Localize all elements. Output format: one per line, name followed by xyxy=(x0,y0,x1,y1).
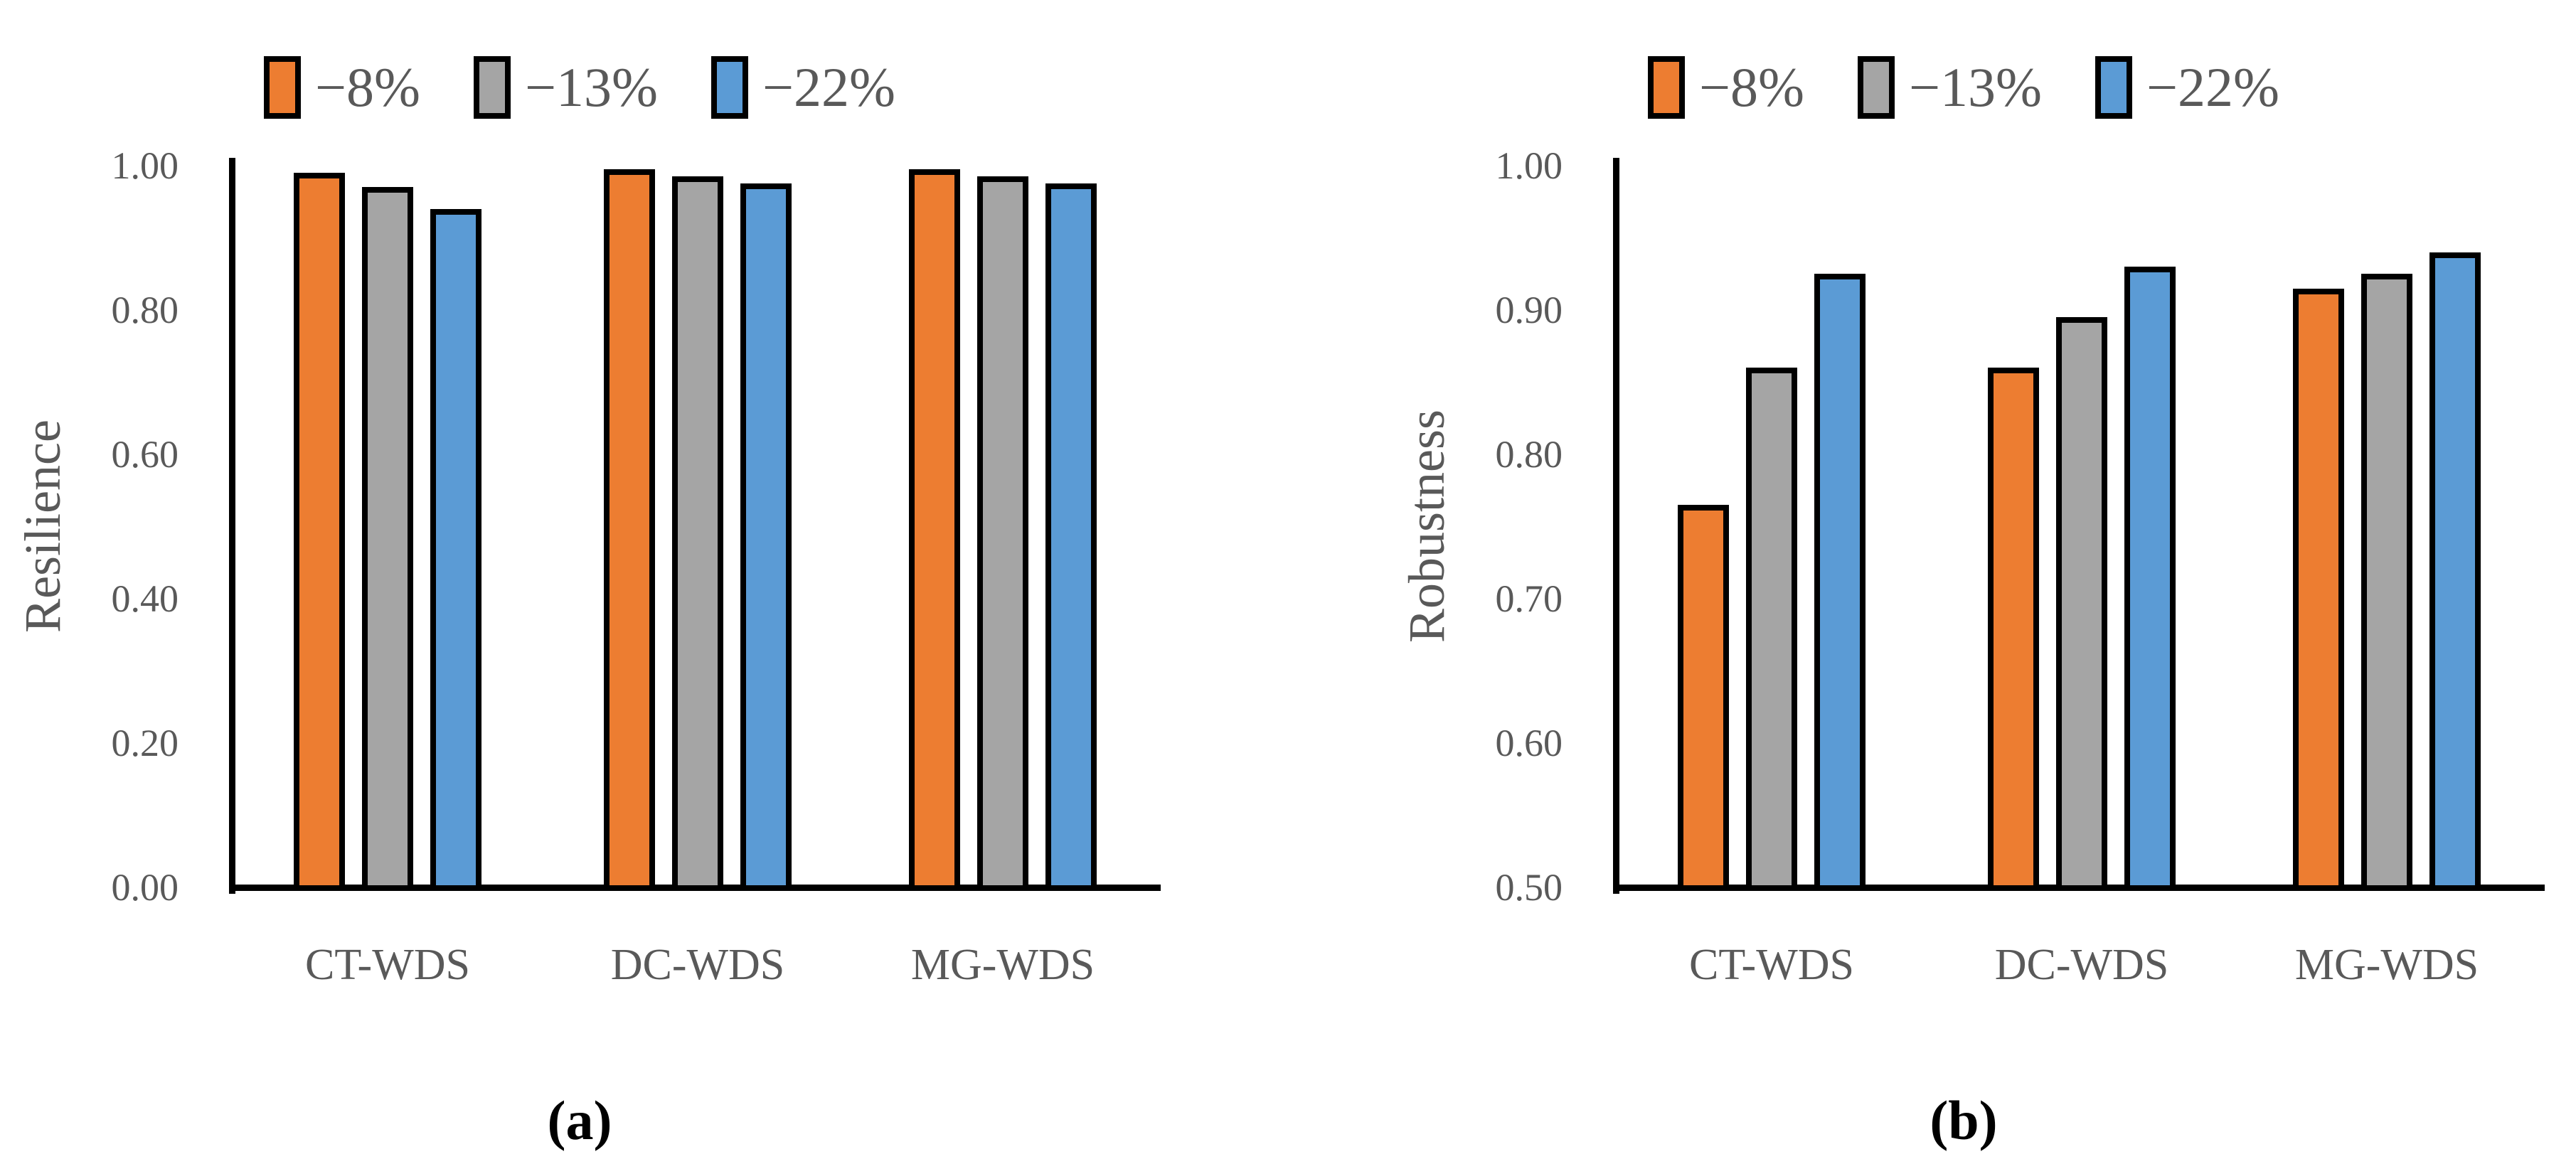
y-tick-label: 0.60 xyxy=(111,433,179,476)
bar-a-MG-WDS-−8% xyxy=(909,169,960,891)
bar-a-MG-WDS-−22% xyxy=(1045,183,1097,891)
legend: −8% −13% −22% xyxy=(1384,43,2543,132)
y-tick-label: 0.00 xyxy=(111,866,179,909)
legend-label: −13% xyxy=(1909,55,2042,118)
legend-label: −13% xyxy=(525,55,658,118)
bar-a-DC-WDS-−22% xyxy=(740,183,792,891)
y-tick-label: 1.00 xyxy=(1495,144,1563,187)
bar-a-CT-WDS-−13% xyxy=(362,187,413,891)
bar-b-DC-WDS-−13% xyxy=(2056,317,2107,891)
bar-a-CT-WDS-−22% xyxy=(430,209,481,891)
legend-swatch-icon xyxy=(474,55,511,119)
x-category-label: CT-WDS xyxy=(305,941,470,989)
legend-swatch-icon xyxy=(1858,55,1895,119)
y-tick-label: 0.80 xyxy=(1495,433,1563,476)
legend-item: −8% xyxy=(1648,55,1805,119)
legend-item: −8% xyxy=(264,55,421,119)
y-tick-label: 0.80 xyxy=(111,289,179,331)
x-category-label: CT-WDS xyxy=(1689,941,1854,989)
y-tick-label: 0.70 xyxy=(1495,577,1563,620)
legend-label: −8% xyxy=(1699,55,1805,118)
bar-b-DC-WDS-−8% xyxy=(1988,368,2039,891)
legend-swatch-icon xyxy=(1648,55,1686,119)
bar-b-MG-WDS-−22% xyxy=(2429,252,2481,891)
legend-label: −8% xyxy=(315,55,421,118)
y-axis-line xyxy=(1613,158,1619,894)
bar-b-MG-WDS-−13% xyxy=(2361,274,2412,891)
bar-a-MG-WDS-−13% xyxy=(977,176,1028,891)
y-tick-label: 0.90 xyxy=(1495,289,1563,331)
legend-label: −22% xyxy=(2146,55,2279,118)
legend-item: −22% xyxy=(710,55,895,119)
bar-b-CT-WDS-−8% xyxy=(1678,505,1729,891)
panel-caption: (a) xyxy=(547,1089,612,1151)
legend-item: −13% xyxy=(474,55,658,119)
y-tick-label: 0.40 xyxy=(111,577,179,620)
x-category-label: MG-WDS xyxy=(2294,941,2479,989)
legend-label: −22% xyxy=(762,55,895,118)
bar-b-CT-WDS-−22% xyxy=(1814,274,1866,891)
x-category-label: MG-WDS xyxy=(910,941,1095,989)
bar-a-CT-WDS-−8% xyxy=(294,173,345,891)
x-category-label: DC-WDS xyxy=(610,941,785,989)
y-axis-line xyxy=(229,158,235,894)
panel-caption: (b) xyxy=(1930,1089,1998,1151)
bar-b-CT-WDS-−13% xyxy=(1746,368,1797,891)
bar-a-DC-WDS-−13% xyxy=(672,176,723,891)
legend-item: −22% xyxy=(2095,55,2279,119)
y-tick-label: 0.20 xyxy=(111,722,179,764)
y-tick-label: 0.60 xyxy=(1495,722,1563,764)
bar-b-DC-WDS-−22% xyxy=(2124,267,2176,891)
legend-item: −13% xyxy=(1858,55,2042,119)
legend-swatch-icon xyxy=(2095,55,2132,119)
legend-swatch-icon xyxy=(264,55,302,119)
legend: −8% −13% −22% xyxy=(0,43,1159,132)
y-tick-label: 1.00 xyxy=(111,144,179,187)
x-category-label: DC-WDS xyxy=(1994,941,2169,989)
legend-swatch-icon xyxy=(710,55,748,119)
bar-a-DC-WDS-−8% xyxy=(604,169,655,891)
y-tick-label: 0.50 xyxy=(1495,866,1563,909)
bar-b-MG-WDS-−8% xyxy=(2293,289,2344,891)
